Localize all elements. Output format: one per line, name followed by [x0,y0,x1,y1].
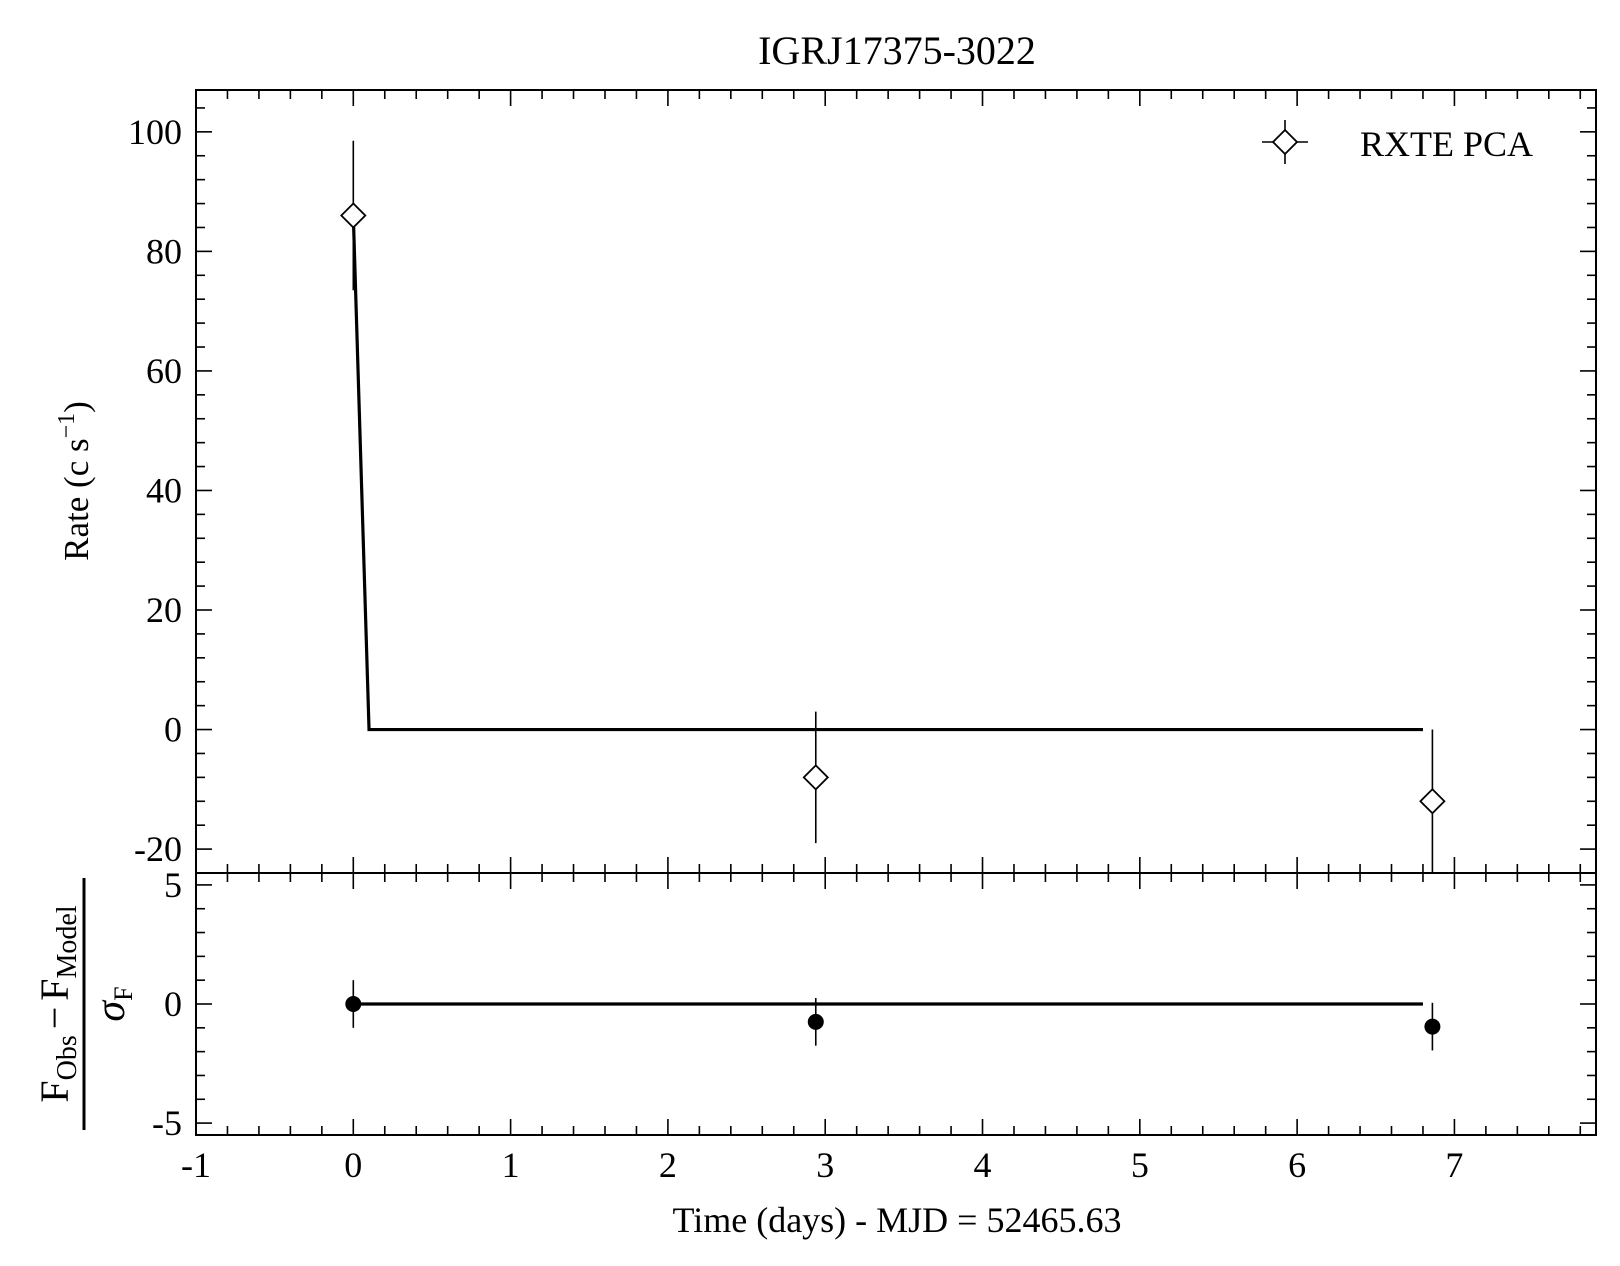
data-point-diamond [1419,788,1446,815]
top-ylabel-close: ) [57,401,96,413]
bottom-ticks [195,873,1596,1135]
x-axis-label: Time (days) - MJD = 52465.63 [673,1200,1122,1240]
x-tick-label: 1 [502,1145,520,1185]
x-tick-label: 3 [816,1145,834,1185]
legend-label: RXTE PCA [1360,124,1533,164]
x-tick-label: 7 [1445,1145,1463,1185]
x-tick-label: 2 [659,1145,677,1185]
res-num-f2: F [32,978,77,1000]
bottom-frame [195,872,1597,1136]
top-ytick-label: 80 [146,231,182,271]
legend-diamond-marker [1271,128,1299,156]
model-line [351,215,1423,732]
top-model [351,215,1423,732]
top-ylabel-sup: −1 [54,413,80,439]
x-tick-label: 5 [1131,1145,1149,1185]
residual-ylabel-denominator: σF [88,986,138,1021]
top-frame [195,89,1597,874]
top-ytick-label: 0 [164,710,182,750]
bottom-panel: -5 0 5 -1 0 1 2 3 4 5 6 7 Time (days) - MJD = 5246… [32,865,1597,1240]
x-tick-label: -1 [181,1145,211,1185]
residual-point [807,1013,824,1030]
top-ytick-label: 40 [146,470,182,510]
res-num-f1: F [32,1080,77,1102]
bottom-ytick-label: 0 [164,984,182,1024]
legend: RXTE PCA [1262,120,1533,164]
residual-point [1424,1018,1441,1035]
data-point-diamond [802,764,830,791]
top-ytick-label: -20 [134,829,182,869]
bottom-xtick-labels: -1 0 1 2 3 4 5 6 7 [181,1145,1463,1185]
x-tick-label: 0 [344,1145,362,1185]
res-den-sub: F [109,986,138,1000]
top-ticks [195,90,1596,874]
res-num-sub2: Model [52,905,83,978]
residual-ylabel-numerator: FObs−FModel [32,905,83,1103]
data-point-diamond [340,202,367,229]
top-ytick-labels: -20 0 20 40 60 80 100 [128,112,182,869]
res-num-minus: − [32,1007,77,1030]
res-den-sigma: σ [88,999,134,1022]
top-ylabel: Rate (c s−1) [54,401,96,561]
top-points [340,140,1446,873]
top-ytick-label: 60 [146,351,182,391]
bottom-ytick-label: 5 [164,865,182,905]
x-tick-label: 4 [974,1145,992,1185]
top-ytick-label: 20 [146,590,182,630]
res-num-sub1: Obs [52,1035,83,1080]
top-ytick-label: 100 [128,112,182,152]
residual-point [345,996,362,1012]
bottom-points [345,980,1441,1051]
top-panel: -20 0 20 40 60 80 100 RXTE PCA Rate (c s−1) [54,89,1597,874]
top-ylabel-main: Rate (c s [57,438,96,560]
bottom-ytick-label: -5 [152,1103,182,1143]
x-tick-label: 6 [1288,1145,1306,1185]
residual-ylabel: FObs−FModel σF [32,878,138,1130]
chart-title: IGRJ17375-3022 [758,28,1036,73]
bottom-ytick-labels: -5 0 5 [152,865,182,1143]
